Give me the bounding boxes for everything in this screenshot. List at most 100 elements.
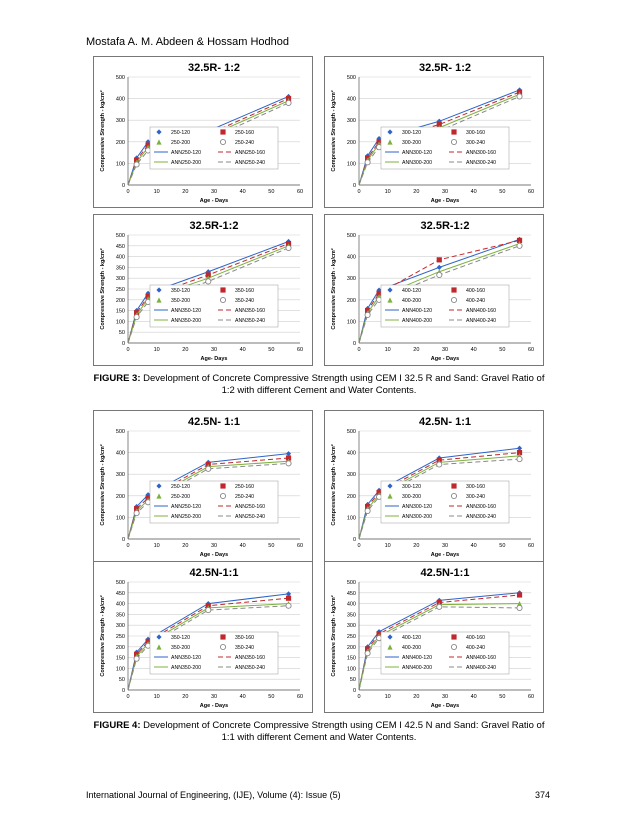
legend-marker xyxy=(220,634,226,640)
legend-label: 300-160 xyxy=(466,484,485,490)
legend-label: 300-160 xyxy=(466,130,485,136)
legend-box xyxy=(149,284,279,328)
data-point xyxy=(436,264,442,270)
legend-box xyxy=(380,284,510,328)
legend-box xyxy=(380,631,510,675)
legend-label: ANN250-120 xyxy=(171,150,201,156)
y-tick-label: 450 xyxy=(116,244,125,250)
chart-title: 32.5R- 1:2 xyxy=(419,62,471,74)
chart-svg-8: 42.5N-1:1 0 50 100 150 200 250 300 350 400 450 500 0… xyxy=(330,567,534,709)
legend-label: 250-200 xyxy=(171,140,190,146)
legend-marker xyxy=(451,483,457,489)
y-tick-label: 0 xyxy=(353,341,356,347)
x-axis-label: Age - Days xyxy=(431,356,459,362)
data-point xyxy=(205,465,212,472)
x-tick-label: 50 xyxy=(268,694,274,700)
legend-label: 250-160 xyxy=(235,484,254,490)
y-tick-label: 100 xyxy=(116,666,125,672)
x-tick-label: 40 xyxy=(471,543,477,549)
data-point xyxy=(285,602,292,609)
y-tick-label: 0 xyxy=(353,537,356,543)
legend-label: ANN300-160 xyxy=(466,504,496,510)
y-tick-label: 300 xyxy=(116,472,125,478)
legend-label: ANN400-200 xyxy=(402,318,432,324)
legend-label: ANN350-160 xyxy=(235,308,265,314)
y-tick-label: 500 xyxy=(116,233,125,239)
x-tick-label: 30 xyxy=(211,694,217,700)
y-tick-label: 0 xyxy=(122,183,125,189)
legend-marker xyxy=(387,634,393,640)
legend-marker xyxy=(451,287,457,293)
legend-label: 250-120 xyxy=(171,484,190,490)
x-tick-label: 40 xyxy=(240,347,246,353)
legend-label: 350-240 xyxy=(235,645,254,651)
y-tick-label: 0 xyxy=(353,688,356,694)
x-tick-label: 10 xyxy=(385,543,391,549)
legend-label: 400-120 xyxy=(402,635,421,641)
legend-label: 350-160 xyxy=(235,288,254,294)
data-point xyxy=(516,604,523,611)
y-axis-label: Compressive Strength - kg/cm² xyxy=(330,444,337,525)
y-tick-label: 0 xyxy=(122,537,125,543)
y-tick-label: 100 xyxy=(347,161,356,167)
x-tick-label: 0 xyxy=(126,543,129,549)
legend-label: 400-120 xyxy=(402,288,421,294)
legend-label: 250-160 xyxy=(235,130,254,136)
x-tick-label: 30 xyxy=(211,189,217,195)
y-tick-label: 250 xyxy=(116,287,125,293)
x-tick-label: 30 xyxy=(442,543,448,549)
x-tick-label: 20 xyxy=(413,347,419,353)
y-tick-label: 300 xyxy=(116,276,125,282)
x-tick-label: 40 xyxy=(471,694,477,700)
chart-title: 32.5R- 1:2 xyxy=(188,62,240,74)
x-tick-label: 50 xyxy=(499,694,505,700)
data-point xyxy=(516,445,523,451)
series-markers-250-240 xyxy=(133,460,292,517)
x-tick-label: 50 xyxy=(499,189,505,195)
legend-marker xyxy=(156,483,162,489)
y-tick-label: 400 xyxy=(116,451,125,457)
chart-svg-2: 32.5R- 1:2 0 100 200 300 400 500 0 10 20 30 40 50 60 A… xyxy=(330,62,534,204)
y-tick-label: 100 xyxy=(347,319,356,325)
y-tick-label: 100 xyxy=(116,161,125,167)
data-point xyxy=(364,311,371,318)
x-tick-label: 10 xyxy=(154,694,160,700)
chart-svg-5: 42.5N- 1:1 0 100 200 300 400 500 0 10 20 30 40 50 60 A… xyxy=(99,416,303,558)
y-tick-label: 400 xyxy=(116,97,125,103)
legend-label: 300-120 xyxy=(402,484,421,490)
legend-marker xyxy=(387,483,393,489)
legend-label: 350-160 xyxy=(235,635,254,641)
legend-label: ANN350-240 xyxy=(235,665,265,671)
x-tick-label: 50 xyxy=(499,543,505,549)
y-axis-label: Compressive Strength - kg/cm² xyxy=(330,595,337,676)
y-tick-label: 150 xyxy=(116,656,125,662)
chart-title: 42.5N-1:1 xyxy=(421,567,470,579)
x-tick-label: 10 xyxy=(154,189,160,195)
legend-marker xyxy=(387,644,393,650)
legend-label: 300-240 xyxy=(466,140,485,146)
data-point xyxy=(516,601,523,607)
y-tick-label: 250 xyxy=(347,634,356,640)
x-tick-label: 40 xyxy=(240,189,246,195)
legend-label: ANN300-120 xyxy=(402,504,432,510)
legend-label: ANN350-200 xyxy=(171,665,201,671)
legend-label: 400-160 xyxy=(466,288,485,294)
y-tick-label: 200 xyxy=(347,140,356,146)
series-line-300-240 xyxy=(358,458,520,540)
legend-label: 350-200 xyxy=(171,645,190,651)
y-tick-label: 0 xyxy=(122,341,125,347)
x-tick-label: 30 xyxy=(442,694,448,700)
legend-label: 350-120 xyxy=(171,635,190,641)
x-axis-label: Age - Days xyxy=(200,552,228,558)
legend-box xyxy=(380,480,510,524)
chart-panel-2: 32.5R- 1:2 0 100 200 300 400 500 0 10 20 30 40 50 60 A… xyxy=(324,56,544,208)
legend-label: ANN400-160 xyxy=(466,308,496,314)
legend-label: ANN300-240 xyxy=(466,160,496,166)
legend-marker xyxy=(156,493,162,499)
x-tick-label: 10 xyxy=(154,543,160,549)
data-point xyxy=(285,595,292,601)
x-tick-label: 20 xyxy=(182,543,188,549)
legend-marker xyxy=(156,634,162,640)
x-tick-label: 20 xyxy=(182,694,188,700)
x-tick-label: 60 xyxy=(528,347,534,353)
